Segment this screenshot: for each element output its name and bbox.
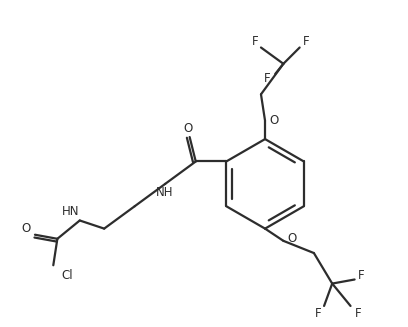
Text: HN: HN [62,205,80,218]
Text: Cl: Cl [62,269,73,282]
Text: F: F [315,307,321,320]
Text: F: F [302,35,309,48]
Text: O: O [21,222,31,235]
Text: NH: NH [156,186,173,199]
Text: O: O [269,114,279,127]
Text: O: O [183,122,192,135]
Text: F: F [357,269,364,282]
Text: F: F [252,35,258,48]
Text: F: F [264,72,271,84]
Text: O: O [288,232,297,245]
Text: F: F [355,307,361,320]
